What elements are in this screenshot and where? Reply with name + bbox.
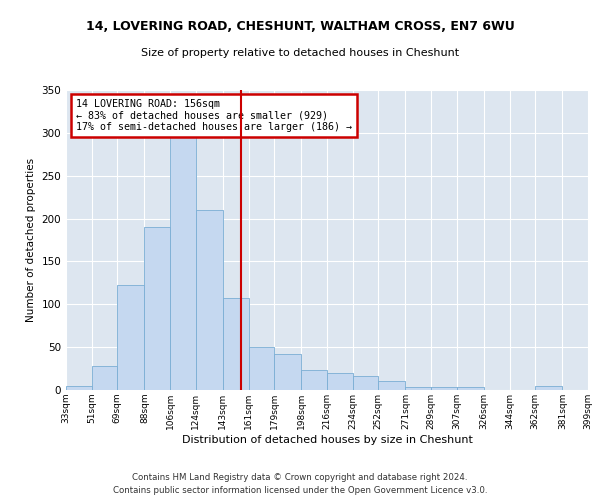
Bar	[431, 388, 457, 390]
Bar	[535, 386, 562, 390]
Text: Size of property relative to detached houses in Cheshunt: Size of property relative to detached ho…	[141, 48, 459, 58]
Bar	[379, 382, 406, 390]
Y-axis label: Number of detached properties: Number of detached properties	[26, 158, 36, 322]
Text: Contains HM Land Registry data © Crown copyright and database right 2024.: Contains HM Land Registry data © Crown c…	[132, 474, 468, 482]
Bar	[353, 376, 379, 390]
Bar	[274, 354, 301, 390]
Bar	[92, 366, 118, 390]
Bar	[66, 386, 92, 390]
Bar	[118, 286, 145, 390]
Bar	[170, 137, 196, 390]
X-axis label: Distribution of detached houses by size in Cheshunt: Distribution of detached houses by size …	[182, 434, 472, 444]
Bar	[406, 386, 431, 390]
Bar	[145, 227, 170, 390]
Bar	[223, 298, 248, 390]
Bar	[196, 210, 223, 390]
Bar	[327, 373, 353, 390]
Bar	[248, 347, 274, 390]
Text: Contains public sector information licensed under the Open Government Licence v3: Contains public sector information licen…	[113, 486, 487, 495]
Text: 14, LOVERING ROAD, CHESHUNT, WALTHAM CROSS, EN7 6WU: 14, LOVERING ROAD, CHESHUNT, WALTHAM CRO…	[86, 20, 514, 33]
Bar	[457, 388, 484, 390]
Bar	[301, 370, 327, 390]
Text: 14 LOVERING ROAD: 156sqm
← 83% of detached houses are smaller (929)
17% of semi-: 14 LOVERING ROAD: 156sqm ← 83% of detach…	[76, 99, 352, 132]
